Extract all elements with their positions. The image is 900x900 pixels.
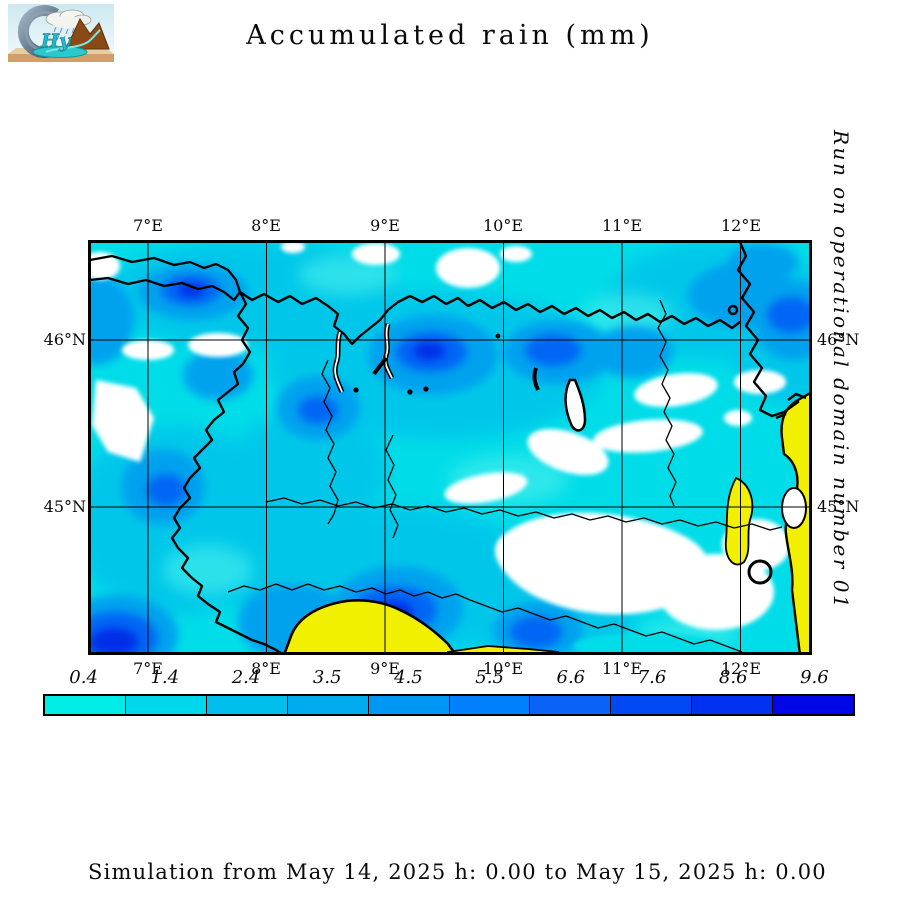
cloud-icon <box>45 9 92 28</box>
colorbar-cell <box>448 696 530 714</box>
logo-mountain-m <box>65 17 110 50</box>
longitude-tick-label: 7°E <box>133 216 163 235</box>
longitude-tick-label: 12°E <box>720 659 762 678</box>
colorbar-label: 7.6 <box>637 667 667 688</box>
longitude-tick-label: 9°E <box>370 216 400 235</box>
logo-hy-letters: Hy <box>40 30 72 52</box>
longitude-tick-label: 7°E <box>133 659 163 678</box>
venice-lagoon <box>781 487 807 529</box>
colorbar-cell <box>286 696 368 714</box>
longitude-tick-label: 12°E <box>720 216 762 235</box>
colorbar-label: 9.6 <box>800 667 829 688</box>
colorbar-label: 1.4 <box>150 667 180 688</box>
colorbar-cell <box>367 696 449 714</box>
coastal-rain-strip <box>573 633 723 655</box>
colorbar-cell <box>205 696 287 714</box>
colorbar-label: 2.4 <box>231 667 261 688</box>
sea-regions <box>282 390 812 655</box>
ligurian-sea <box>282 599 458 655</box>
logo-water-pool <box>32 46 88 58</box>
colorbar-label: 5.5 <box>475 667 504 688</box>
longitude-tick-label: 10°E <box>482 216 524 235</box>
longitude-tick-label: 8°E <box>251 659 281 678</box>
colorbar-label: 3.5 <box>312 667 342 688</box>
colorbar-cell <box>691 696 773 714</box>
colorbar-cell <box>610 696 692 714</box>
rain-map <box>88 240 812 655</box>
north-adriatic-coast-marks <box>775 392 807 420</box>
graticule-grid <box>88 240 812 655</box>
longitude-tick-label: 10°E <box>482 659 524 678</box>
colorbar-label: 4.5 <box>394 667 423 688</box>
page-title: Accumulated rain (mm) <box>246 20 654 51</box>
chym-logo: Hy <box>8 4 114 62</box>
no-rain-patches <box>88 241 790 630</box>
colorbar-cell <box>124 696 206 714</box>
logo-water-splash <box>45 29 101 53</box>
regional-borders <box>227 299 783 653</box>
lagoon-patch <box>724 476 754 566</box>
latitude-tick-label: 45°N <box>43 497 86 516</box>
latitude-tick-label: 46°N <box>43 330 86 349</box>
lake-garda <box>564 378 587 432</box>
national-borders <box>88 240 800 655</box>
colorbar-cell <box>772 696 854 714</box>
side-note: Run on operational domain number 01 <box>829 130 853 611</box>
po-delta-ring <box>747 559 773 585</box>
colorbar-label: 8.6 <box>718 667 748 688</box>
colorbar-labels: 0.4 1.4 2.4 3.5 4.5 5.5 6.6 7.6 8.6 9.6 <box>43 667 855 688</box>
lakes <box>332 304 739 432</box>
latitude-tick-label: 46°N <box>817 330 860 349</box>
map-frame <box>88 240 812 655</box>
colorbar-label: 6.6 <box>556 667 586 688</box>
colorbar-cell <box>45 696 125 714</box>
colorbar-cells <box>43 694 855 716</box>
longitude-tick-label: 9°E <box>370 659 400 678</box>
colorbar-label: 0.4 <box>69 667 98 688</box>
colorbar-cell <box>529 696 611 714</box>
logo-floor-front <box>8 54 114 62</box>
simulation-period-caption: Simulation from May 14, 2025 h: 0.00 to … <box>88 860 827 884</box>
longitude-tick-label: 11°E <box>601 659 643 678</box>
longitude-tick-label: 11°E <box>601 216 643 235</box>
longitude-tick-label: 8°E <box>251 216 281 235</box>
latitude-tick-label: 45°N <box>817 497 860 516</box>
